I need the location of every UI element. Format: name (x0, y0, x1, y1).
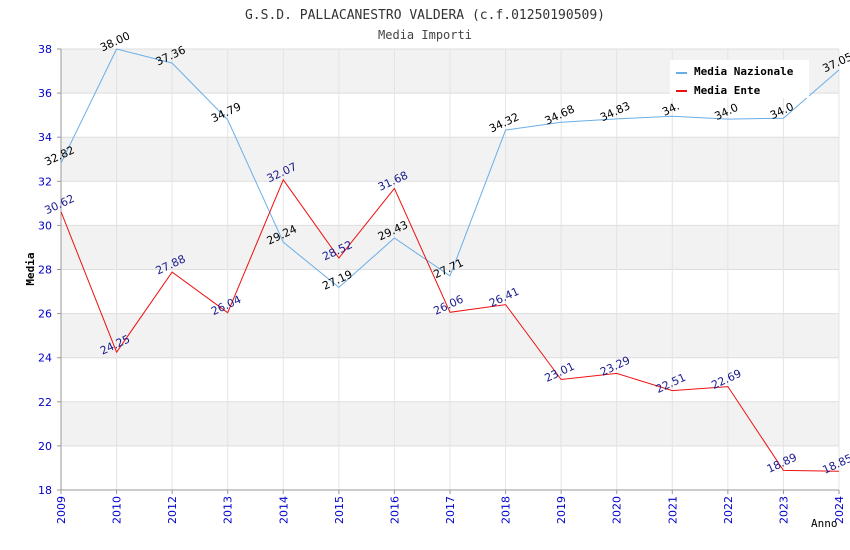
chart-title: G.S.D. PALLACANESTRO VALDERA (c.f.012501… (245, 8, 605, 23)
legend-box (670, 60, 809, 98)
x-tick-label: 2024 (833, 496, 846, 524)
y-tick-label: 24 (38, 352, 52, 365)
x-tick-label: 2020 (611, 496, 624, 524)
x-tick-label: 2018 (500, 496, 513, 524)
y-tick-label: 30 (38, 219, 52, 232)
x-axis-ticks: 2009 2010 2012 2013 2014 2015 2016 2017 2018 2019… (55, 490, 846, 524)
y-tick-label: 34 (38, 131, 52, 144)
y-tick-label: 18 (38, 484, 52, 497)
legend: Media Nazionale Media Ente (670, 60, 809, 98)
x-tick-label: 2012 (166, 496, 179, 524)
x-tick-label: 2017 (444, 496, 457, 524)
x-tick-label: 2022 (722, 496, 735, 524)
y-tick-label: 28 (38, 264, 52, 277)
x-tick-label: 2016 (388, 496, 401, 524)
x-tick-label: 2009 (55, 496, 68, 524)
x-axis-label: Anno (811, 517, 838, 530)
series-line-media-ente (60, 178, 840, 472)
y-tick-label: 22 (38, 396, 52, 409)
x-tick-label: 2010 (111, 496, 124, 524)
x-tick-label: 2015 (333, 496, 346, 524)
y-tick-label: 20 (38, 440, 52, 453)
series-lines (60, 48, 840, 472)
series-line-media-nazionale (60, 48, 840, 289)
chart-subtitle: Media Importi (378, 28, 472, 42)
x-tick-label: 2019 (555, 496, 568, 524)
y-tick-label: 32 (38, 175, 52, 188)
x-tick-label: 2021 (666, 496, 679, 524)
y-tick-label: 38 (38, 43, 52, 56)
x-tick-label: 2023 (777, 496, 790, 524)
x-tick-label: 2014 (277, 496, 290, 524)
legend-label-ente: Media Ente (694, 84, 761, 97)
legend-label-nazionale: Media Nazionale (694, 65, 794, 78)
y-tick-label: 36 (38, 87, 52, 100)
y-axis-label: Media (24, 252, 37, 285)
y-axis-ticks: 18 20 22 24 26 28 30 32 34 36 38 (38, 43, 61, 497)
x-tick-label: 2013 (222, 496, 235, 524)
y-tick-label: 26 (38, 308, 52, 321)
